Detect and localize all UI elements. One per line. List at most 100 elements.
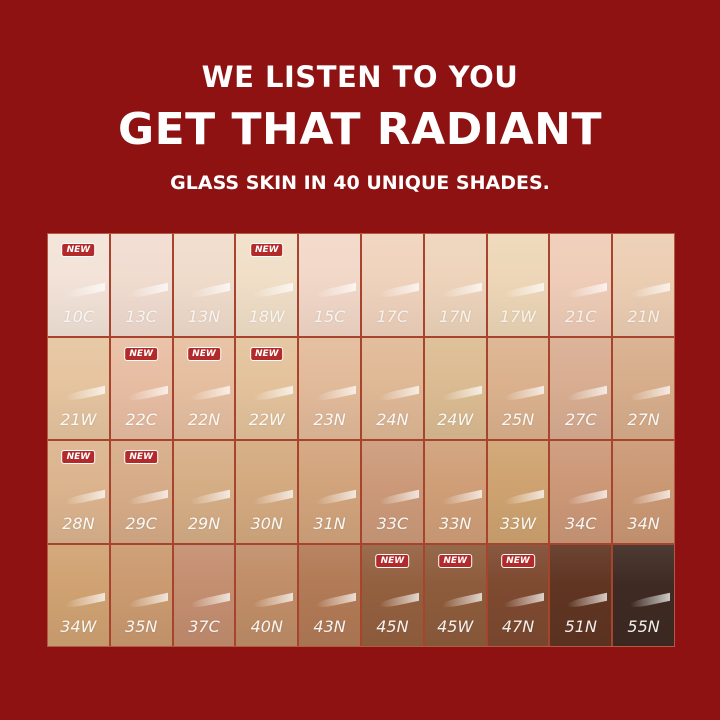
shade-label: 21C	[565, 306, 597, 326]
shade-label: 34C	[565, 513, 597, 533]
shine-highlight	[315, 386, 356, 403]
shade-label: 25N	[501, 410, 535, 429]
shade-label: 17N	[439, 306, 472, 326]
shade-swatch: NEW 22C	[110, 337, 172, 439]
shade-swatch: 51N	[550, 544, 612, 646]
shade-label: 43N	[313, 617, 346, 636]
shade-swatch: 43N	[299, 544, 360, 646]
shade-label: 13C	[125, 306, 157, 326]
shade-swatch: 34N	[613, 441, 674, 543]
shine-highlight	[567, 386, 608, 403]
shine-highlight	[127, 489, 168, 507]
shine-highlight	[629, 593, 670, 610]
shade-swatch: NEW 10C	[48, 234, 109, 336]
shine-highlight	[567, 489, 608, 507]
shine-highlight	[64, 489, 105, 507]
shine-highlight	[253, 489, 294, 507]
shine-highlight	[629, 489, 670, 507]
shade-swatch: NEW 28N	[48, 441, 109, 543]
shade-label: 17W	[499, 306, 537, 326]
shade-swatch: 33N	[424, 441, 486, 543]
shade-swatch: NEW 22N	[173, 337, 235, 439]
shade-swatch: 15C	[299, 234, 360, 336]
shade-label: 24N	[376, 410, 409, 429]
shade-label: 13N	[187, 306, 221, 326]
shine-highlight	[504, 593, 545, 610]
shade-swatch: 27C	[550, 337, 612, 439]
shine-highlight	[127, 593, 168, 610]
shine-highlight	[441, 386, 482, 403]
shade-swatch: 55N	[613, 544, 674, 646]
shade-label: 45W	[437, 617, 474, 636]
shade-swatch: NEW 22W	[236, 337, 298, 439]
shade-swatch: 23N	[299, 337, 360, 439]
new-badge: NEW	[124, 346, 158, 361]
new-badge: NEW	[61, 450, 96, 464]
shade-swatch: 29N	[173, 441, 235, 543]
shine-highlight	[64, 386, 105, 403]
shade-label: 24W	[437, 410, 474, 429]
shine-highlight	[253, 593, 294, 610]
headline-top: WE LISTEN TO YOU	[201, 60, 519, 94]
shade-label: 28N	[62, 513, 95, 533]
shade-swatch: 33W	[487, 441, 549, 543]
headline-main: GET THAT RADIANT	[117, 104, 603, 155]
shine-highlight	[504, 386, 545, 403]
shade-label: 30N	[250, 513, 283, 533]
shade-swatch: 13C	[110, 234, 172, 336]
shade-label: 23N	[313, 410, 346, 429]
shine-highlight	[567, 282, 608, 300]
shine-highlight	[315, 282, 356, 300]
shine-highlight	[190, 386, 231, 403]
shine-highlight	[378, 386, 419, 403]
shade-swatch: 37C	[173, 544, 235, 646]
shade-swatch: 21C	[550, 234, 612, 336]
shade-label: 15C	[313, 306, 346, 326]
shade-label: 34N	[627, 513, 660, 533]
shade-swatch: NEW 47N	[487, 544, 549, 646]
shade-label: 33W	[499, 513, 537, 533]
shine-highlight	[504, 282, 545, 300]
shade-label: 33C	[376, 513, 409, 533]
shine-highlight	[441, 282, 482, 300]
shine-highlight	[190, 593, 231, 610]
shine-highlight	[64, 593, 105, 610]
shade-label: 37C	[188, 617, 220, 636]
shade-swatch: 21W	[48, 337, 109, 439]
shade-label: 45N	[376, 617, 409, 636]
shade-swatch: 33C	[361, 441, 423, 543]
new-badge: NEW	[438, 553, 472, 568]
shade-label: 47N	[501, 617, 535, 636]
shade-label: 17C	[376, 306, 409, 326]
shade-swatch: NEW 18W	[236, 234, 298, 336]
shade-label: 29C	[125, 513, 157, 533]
shine-highlight	[127, 386, 168, 403]
shade-label: 22C	[125, 410, 157, 429]
shade-swatch: 35N	[110, 544, 172, 646]
shine-highlight	[127, 282, 168, 300]
shade-swatch: 24N	[361, 337, 423, 439]
new-badge: NEW	[187, 346, 221, 361]
shade-swatch: 31N	[299, 441, 360, 543]
new-badge: NEW	[124, 450, 158, 464]
shine-highlight	[441, 593, 482, 610]
new-badge: NEW	[61, 243, 96, 257]
shade-label: 22N	[187, 410, 221, 429]
shine-highlight	[441, 489, 482, 507]
shine-highlight	[190, 489, 231, 507]
shine-highlight	[378, 593, 419, 610]
new-badge: NEW	[501, 553, 535, 568]
shade-swatch: 30N	[236, 441, 298, 543]
shade-label: 55N	[627, 617, 660, 636]
headline-sub: GLASS SKIN IN 40 UNIQUE SHADES.	[170, 172, 550, 194]
shade-swatch: 34W	[48, 544, 109, 646]
new-badge: NEW	[249, 346, 284, 361]
new-badge: NEW	[249, 243, 284, 257]
shine-highlight	[567, 593, 608, 610]
shade-label: 27C	[565, 410, 597, 429]
shine-highlight	[504, 489, 545, 507]
shade-label: 22W	[248, 410, 285, 429]
shade-label: 29N	[187, 513, 221, 533]
shade-label: 34W	[60, 617, 97, 636]
shade-swatch: 40N	[236, 544, 298, 646]
